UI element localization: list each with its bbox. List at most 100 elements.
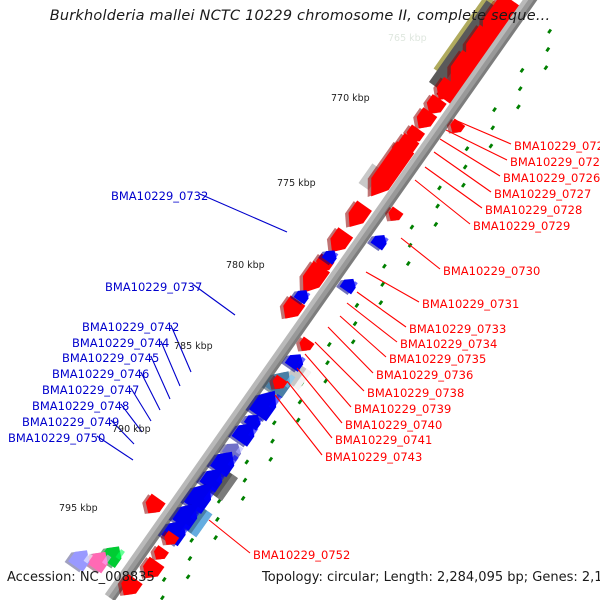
gene-arrow-highlight (215, 471, 227, 484)
reverse-gene-arrow[interactable] (228, 416, 260, 448)
rna-marker (492, 106, 497, 113)
rna-marker (460, 182, 466, 188)
gene-label[interactable]: BMA10229_0752 (253, 548, 351, 562)
gene-label[interactable]: BMA10229_0738 (367, 386, 465, 400)
rna-marker (519, 67, 525, 74)
small-gene-arrow[interactable] (290, 285, 312, 307)
forward-gene-arrow[interactable] (454, 23, 497, 69)
rna-marker (350, 339, 356, 345)
reverse-gene-arrow[interactable] (336, 273, 359, 296)
small-gene-arrow[interactable] (158, 529, 180, 551)
gene-arrow-highlight (155, 501, 165, 511)
gene-arrow-highlight (304, 292, 311, 299)
label-leader-line (120, 403, 143, 433)
gene-label[interactable]: BMA10229_0740 (345, 418, 443, 432)
gene-label[interactable]: BMA10229_0748 (32, 399, 130, 413)
reverse-gene-arrow[interactable] (240, 409, 264, 433)
gene-label[interactable]: BMA10229_0733 (409, 322, 507, 336)
gene-arrow-body (231, 423, 255, 447)
rna-marker (435, 203, 441, 209)
rna-marker (405, 260, 411, 267)
gene-label[interactable]: BMA10229_0739 (354, 402, 452, 416)
forward-gene-arrow[interactable] (292, 259, 330, 300)
gene-arrow-highlight (115, 549, 125, 560)
backbone-band (108, 0, 535, 600)
gene-label[interactable]: BMA10229_0726 (503, 171, 600, 185)
gene-label[interactable]: BMA10229_0729 (473, 219, 571, 233)
gene-label[interactable]: BMA10229_0728 (485, 203, 583, 217)
rna-marker (270, 438, 275, 444)
small-gene-arrow[interactable] (147, 544, 169, 566)
gene-arrow-body (172, 503, 198, 531)
label-leader-line (365, 271, 420, 303)
gene-arrow-highlight (341, 235, 352, 248)
forward-gene-arrow[interactable] (419, 93, 447, 121)
gene-arrow-body (436, 76, 459, 101)
gene-arrow-highlight (457, 124, 464, 131)
label-leader-line (110, 419, 135, 445)
gene-arrow-body (330, 227, 354, 253)
gene-label[interactable]: BMA10229_0745 (62, 351, 160, 365)
forward-gene-arrow[interactable] (339, 199, 372, 234)
forward-gene-arrow[interactable] (138, 492, 166, 520)
gene-arrow-body (466, 24, 497, 62)
rna-marker (545, 46, 551, 53)
forward-gene-arrow[interactable] (274, 294, 306, 326)
gene-arrow-body (161, 520, 186, 547)
gene-label[interactable]: BMA10229_0746 (52, 367, 150, 381)
gene-label[interactable]: BMA10229_0732 (111, 189, 209, 203)
forward-gene-arrow[interactable] (359, 140, 415, 205)
small-gene-arrow[interactable] (293, 335, 315, 357)
gene-arrow-highlight (293, 303, 304, 315)
forward-gene-arrow[interactable] (471, 0, 517, 45)
rna-marker (297, 399, 303, 405)
neutral-gene-highlight (190, 510, 213, 538)
small-gene-arrow[interactable] (318, 245, 340, 267)
ruler-tick-label: 780 kbp (226, 260, 265, 271)
gene-label[interactable]: BMA10229_0735 (389, 352, 487, 366)
gene-label[interactable]: BMA10229_0725 (510, 155, 600, 169)
reverse-gene-arrow[interactable] (281, 348, 307, 374)
decorative-gene-arrow[interactable] (113, 572, 143, 600)
gene-label[interactable]: BMA10229_0730 (443, 264, 541, 278)
label-leader-line (356, 291, 407, 328)
topology-status: Topology: circular; Length: 2,284,095 bp… (262, 570, 600, 585)
gene-arrow-highlight (131, 581, 142, 593)
forward-gene-arrow[interactable] (439, 48, 479, 90)
gene-label[interactable]: BMA10229_0744 (72, 336, 170, 350)
gene-label[interactable]: BMA10229_0750 (8, 431, 106, 445)
forward-gene-arrow[interactable] (408, 106, 438, 136)
decorative-gene-arrow[interactable] (135, 555, 165, 585)
gene-label[interactable]: BMA10229_0736 (376, 368, 474, 382)
rna-marker (242, 477, 248, 483)
rna-marker (490, 125, 496, 131)
gene-label[interactable]: BMA10229_0741 (335, 433, 433, 447)
decorative-gene-arrow[interactable] (64, 544, 95, 574)
gene-label[interactable]: BMA10229_0727 (494, 187, 592, 201)
gene-arrow-highlight (359, 208, 371, 222)
reverse-gene-arrow[interactable] (245, 383, 283, 423)
gene-label[interactable]: BMA10229_0724 (514, 139, 600, 153)
label-leader-line (439, 138, 501, 177)
rna-marker (433, 221, 439, 228)
small-gene-arrow[interactable] (444, 117, 466, 139)
small-gene-arrow[interactable] (266, 373, 288, 395)
forward-gene-arrow[interactable] (428, 75, 459, 107)
gene-label[interactable]: BMA10229_0743 (325, 450, 423, 464)
reverse-gene-arrow[interactable] (168, 496, 204, 532)
gene-label[interactable]: BMA10229_0747 (42, 383, 140, 397)
label-leader-line (400, 237, 441, 270)
gene-label[interactable]: BMA10229_0749 (22, 415, 120, 429)
gene-arrow-body (370, 235, 387, 251)
rna-marker (378, 300, 384, 306)
gene-label[interactable]: BMA10229_0731 (422, 297, 520, 311)
reverse-gene-arrow[interactable] (367, 230, 390, 253)
gene-label[interactable]: BMA10229_0734 (400, 337, 498, 351)
forward-gene-arrow[interactable] (321, 226, 354, 259)
reverse-gene-arrow[interactable] (206, 445, 240, 480)
page-title: Burkholderia mallei NCTC 10229 chromosom… (49, 8, 551, 24)
gene-label[interactable]: BMA10229_0742 (82, 320, 180, 334)
small-gene-arrow[interactable] (382, 205, 404, 227)
gene-label[interactable]: BMA10229_0737 (105, 280, 203, 294)
